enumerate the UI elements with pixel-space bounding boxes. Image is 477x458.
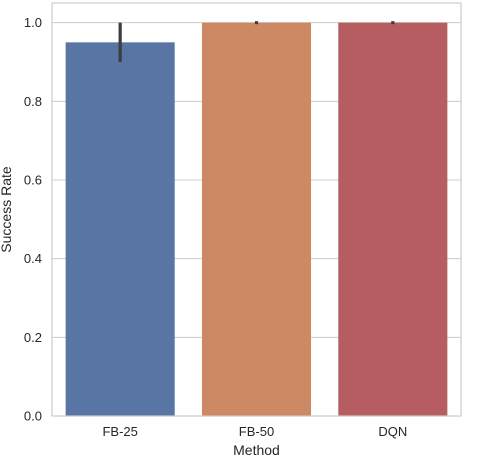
y-tick-label: 0.0 — [24, 409, 42, 424]
y-tick-labels: 0.0 0.2 0.4 0.6 0.8 1.0 — [24, 15, 42, 423]
y-tick-label: 0.4 — [24, 251, 42, 266]
y-tick-label: 0.8 — [24, 94, 42, 109]
plot-frame — [51, 2, 462, 417]
y-axis-label: Success Rate — [0, 166, 14, 253]
x-tick-label: FB-25 — [102, 424, 137, 439]
bar — [338, 22, 448, 417]
y-tick-label: 0.2 — [24, 330, 42, 345]
x-tick-label: FB-50 — [239, 424, 274, 439]
error-bars — [118, 21, 395, 62]
y-tick-label: 0.6 — [24, 173, 42, 188]
bars — [65, 22, 448, 417]
y-tick-label: 1.0 — [24, 15, 42, 30]
x-axis-label: Method — [233, 442, 280, 458]
x-tick-label: DQN — [378, 424, 407, 439]
bar — [201, 22, 312, 417]
x-tick-labels: FB-25 FB-50 DQN — [102, 424, 407, 439]
bar — [65, 42, 175, 416]
